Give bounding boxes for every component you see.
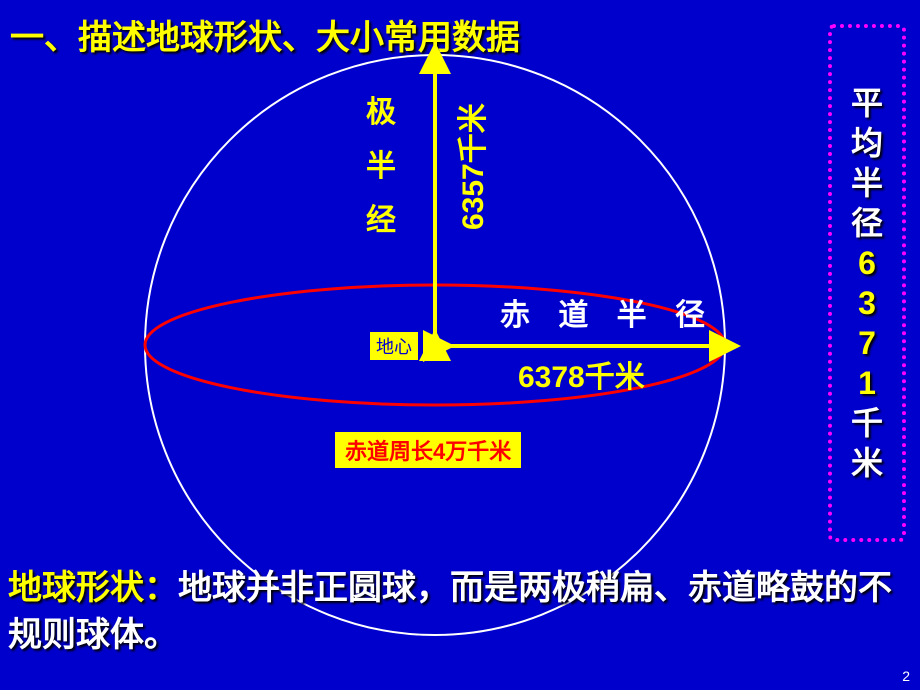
slide-root: 一、描述地球形状、大小常用数据 极 半 经 6357千米 赤 道 半 径 637… bbox=[0, 0, 920, 690]
polar-char-3: 经 bbox=[366, 194, 396, 248]
earth-center-label: 地心 bbox=[370, 332, 418, 360]
equator-circumference-label: 赤道周长4万千米 bbox=[335, 432, 521, 468]
avg-radius-box: 平 均 半 径 6 3 7 1 千 米 bbox=[828, 24, 906, 542]
shape-description: 地球形状：地球并非正圆球，而是两极稍扁、赤道略鼓的不规则球体。 bbox=[8, 565, 908, 660]
polar-char-1: 极 bbox=[366, 86, 396, 140]
polar-radius-value: 6357千米 bbox=[448, 103, 492, 230]
avg-radius-label: 平 均 半 径 bbox=[851, 83, 883, 243]
polar-char-2: 半 bbox=[366, 140, 396, 194]
earth-center-dot bbox=[432, 342, 438, 348]
page-number: 2 bbox=[902, 668, 910, 684]
equatorial-radius-label: 赤 道 半 径 bbox=[500, 290, 715, 334]
shape-label: 地球形状： bbox=[8, 569, 178, 607]
equatorial-radius-value: 6378千米 bbox=[518, 352, 645, 396]
avg-radius-value: 6 3 7 1 bbox=[858, 243, 876, 403]
avg-radius-unit: 千 米 bbox=[851, 403, 883, 483]
polar-radius-label: 极 半 经 bbox=[366, 86, 396, 248]
